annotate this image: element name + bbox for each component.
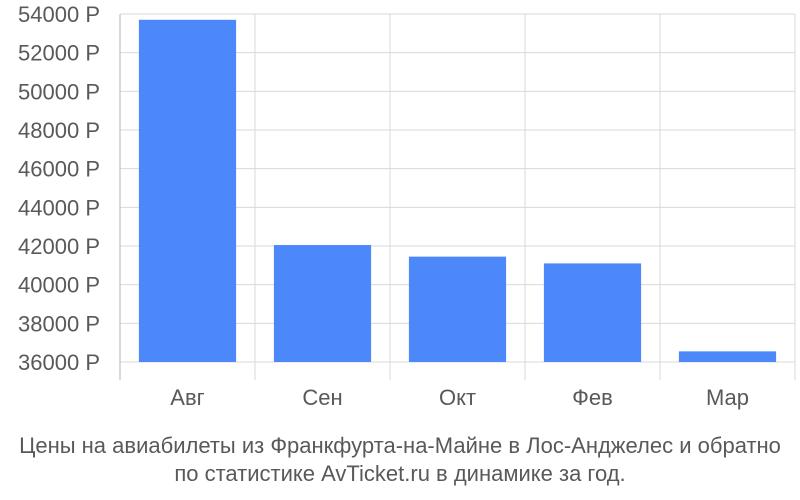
x-tick-label: Сен — [302, 385, 342, 410]
caption-line-2: по статистике AvTicket.ru в динамике за … — [174, 461, 626, 486]
bar-5 — [678, 351, 777, 362]
y-tick-label: 42000 Р — [18, 234, 100, 259]
y-tick-label: 38000 Р — [18, 311, 100, 336]
y-tick-label: 36000 Р — [18, 350, 100, 375]
y-tick-label: 40000 Р — [18, 273, 100, 298]
bar-1 — [138, 19, 237, 363]
x-tick-label: Фев — [572, 385, 613, 410]
y-tick-label: 52000 Р — [18, 41, 100, 66]
caption-line-1: Цены на авиабилеты из Франкфурта-на-Майн… — [19, 433, 781, 458]
x-tick-label: Авг — [170, 385, 204, 410]
x-tick-label: Окт — [439, 385, 476, 410]
y-tick-label: 46000 Р — [18, 157, 100, 182]
tick-labels: 36000 Р 38000 Р 40000 Р 42000 Р 44000 Р 46000… — [18, 2, 749, 410]
price-bar-chart: 36000 Р 38000 Р 40000 Р 42000 Р 44000 Р 46000… — [18, 2, 796, 410]
bar-3 — [408, 256, 507, 362]
x-tick-label: Мар — [706, 385, 749, 410]
y-tick-label: 44000 Р — [18, 195, 100, 220]
bar-2 — [273, 245, 372, 362]
y-tick-label: 54000 Р — [18, 2, 100, 27]
y-tick-label: 50000 Р — [18, 79, 100, 104]
bars — [138, 19, 777, 363]
bar-4 — [543, 263, 642, 362]
chart-caption: Цены на авиабилеты из Франкфурта-на-Майн… — [0, 432, 800, 488]
y-tick-label: 48000 Р — [18, 118, 100, 143]
